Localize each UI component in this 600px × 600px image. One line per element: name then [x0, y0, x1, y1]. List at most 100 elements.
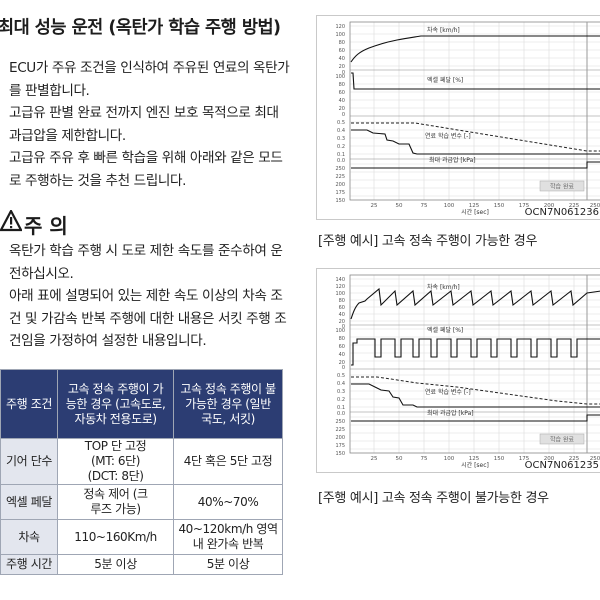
x-tick-label: 50 [396, 203, 403, 209]
speed-tick-label: 100 [335, 32, 345, 38]
figure-code: OCN7N061235 [525, 460, 599, 471]
boost-series-label: 최대 과급압 [kPa] [429, 156, 476, 164]
x-tick-label: 250 [590, 456, 600, 462]
table-cell: 40~120km/h 영역 내 완가속 반복 [173, 519, 283, 555]
x-axis-label: 시간 [sec] [461, 208, 489, 216]
boost-series-label: 최대 과급압 [kPa] [427, 409, 474, 417]
pedal-tick-label: 0 [342, 365, 345, 371]
x-tick-label: 175 [519, 456, 530, 462]
speed-tick-label: 120 [335, 284, 345, 290]
x-tick-label: 125 [469, 456, 480, 462]
learn-tick-label: 0.4 [337, 128, 345, 134]
boost-tick-label: 225 [335, 174, 345, 180]
x-tick-label: 25 [371, 456, 378, 462]
boost-tick-label: 175 [335, 190, 345, 196]
table-cell: 차속 [0, 519, 58, 555]
driving-condition-table: 주행 조건 고속 정속 주행이 가능한 경우 (고속도로, 자동차 전용도로) … [0, 369, 283, 575]
learn-series-label: 연료 학습 변수 [-] [425, 388, 471, 396]
x-tick-label: 250 [590, 203, 600, 209]
boost-tick-label: 250 [335, 166, 345, 172]
chart-svg: 140 120 100 80 60 40 20 0 100 80 60 40 2… [335, 274, 600, 471]
speed-tick-label: 60 [339, 48, 345, 54]
pedal-tick-label: 40 [339, 352, 345, 358]
pedal-series-label: 엑셀 페달 [%] [427, 326, 463, 334]
x-tick-label: 150 [494, 203, 505, 209]
learn-tick-label: 0.1 [337, 152, 345, 158]
boost-tick-label: 200 [335, 182, 345, 188]
x-tick-label: 100 [444, 203, 455, 209]
learn-tick-label: 0.0 [337, 411, 345, 417]
caution-line: 아래 표에 설명되어 있는 제한 속도 이상의 차속 조건 및 가감속 반복 주… [9, 288, 287, 349]
pedal-line [351, 72, 600, 90]
pedal-tick-label: 80 [339, 82, 345, 88]
x-tick-label: 200 [544, 203, 555, 209]
boost-tick-label: 225 [335, 427, 345, 433]
learn-line-solid [351, 129, 600, 155]
chart-caption: [주행 예시] 고속 정속 주행이 가능한 경우 [318, 234, 538, 249]
speed-tick-label: 0 [342, 70, 345, 76]
pedal-tick-label: 100 [335, 74, 345, 80]
table-row: 주행 시간 5분 이상 5분 이상 [0, 554, 283, 575]
caution-heading: 주 의 [0, 210, 120, 238]
learning-complete-label: 학습 완료 [550, 436, 574, 444]
speed-tick-label: 140 [335, 277, 345, 283]
x-tick-label: 225 [569, 203, 580, 209]
x-tick-label: 175 [519, 203, 530, 209]
speed-series-label: 차속 [km/h] [427, 26, 460, 34]
pedal-series-label: 엑셀 페달 [%] [427, 76, 463, 84]
table-cell: 40%~70% [173, 484, 283, 520]
pedal-tick-label: 20 [339, 106, 345, 112]
table-header-cell: 주행 조건 [0, 369, 58, 439]
boost-tick-label: 250 [335, 419, 345, 425]
boost-line [351, 161, 600, 169]
driving-example-chart-circuit: 140 120 100 80 60 40 20 0 100 80 60 40 2… [316, 268, 600, 473]
speed-tick-label: 120 [335, 24, 345, 30]
x-tick-label: 25 [371, 203, 378, 209]
table-cell: 110~160Km/h [56, 519, 175, 555]
speed-series-label: 차속 [km/h] [427, 283, 460, 291]
learn-series-label: 연료 학습 변수 [-] [425, 132, 471, 140]
x-tick-label: 125 [469, 203, 480, 209]
pedal-tick-label: 60 [339, 344, 345, 350]
table-cell: 5분 이상 [173, 554, 283, 575]
x-tick-label: 225 [569, 456, 580, 462]
x-axis-label: 시간 [sec] [461, 461, 489, 469]
learn-line-dashed [351, 122, 600, 152]
speed-tick-label: 60 [339, 305, 345, 311]
table-cell: TOP 단 고정 (MT: 6단) (DCT: 8단) [56, 438, 175, 485]
intro-line: 고급유 판별 완료 전까지 엔진 보호 목적으로 최대 과급압을 제한합니다. [9, 105, 279, 144]
table-row: 기어 단수 TOP 단 고정 (MT: 6단) (DCT: 8단) 4단 혹은 … [0, 438, 283, 485]
boost-tick-label: 150 [335, 451, 345, 457]
table-cell: 엑셀 페달 [0, 484, 58, 520]
learn-tick-label: 0.5 [337, 120, 345, 126]
learn-tick-label: 0.2 [337, 144, 345, 150]
pedal-tick-label: 60 [339, 90, 345, 96]
speed-tick-label: 20 [339, 319, 345, 325]
pedal-line [351, 338, 600, 366]
boost-tick-label: 200 [335, 435, 345, 441]
pedal-tick-label: 80 [339, 336, 345, 342]
speed-tick-label: 40 [339, 312, 345, 318]
learn-line-solid [351, 383, 600, 408]
speed-tick-label: 0 [342, 324, 345, 330]
chart-caption: [주행 예시] 고속 정속 주행이 불가능한 경우 [318, 491, 549, 506]
intro-text: ECU가 주유 조건을 인식하여 주유된 연료의 옥탄가를 판별합니다. 고급유… [9, 57, 291, 192]
speed-line [350, 35, 600, 63]
x-tick-label: 75 [421, 456, 428, 462]
speed-tick-label: 80 [339, 298, 345, 304]
table-cell: 기어 단수 [0, 438, 58, 485]
boost-line [351, 414, 600, 422]
speed-tick-label: 80 [339, 40, 345, 46]
table-header-cell: 고속 정속 주행이 가능한 경우 (고속도로, 자동차 전용도로) [56, 369, 175, 439]
x-tick-label: 100 [444, 456, 455, 462]
learn-tick-label: 0.5 [337, 373, 345, 379]
boost-tick-label: 175 [335, 443, 345, 449]
learn-tick-label: 0.0 [337, 158, 345, 164]
boost-tick-label: 150 [335, 198, 345, 204]
table-cell: 정속 제어 (크루즈 가능) [56, 484, 175, 520]
table-header-cell: 고속 정속 주행이 불가능한 경우 (일반국도, 서킷) [173, 369, 283, 439]
warning-icon [0, 210, 22, 232]
learn-tick-label: 0.4 [337, 381, 345, 387]
intro-line: 고급유 주유 후 빠른 학습을 위해 아래와 같은 모드로 주행하는 것을 추천… [9, 150, 283, 189]
speed-tick-label: 20 [339, 64, 345, 70]
